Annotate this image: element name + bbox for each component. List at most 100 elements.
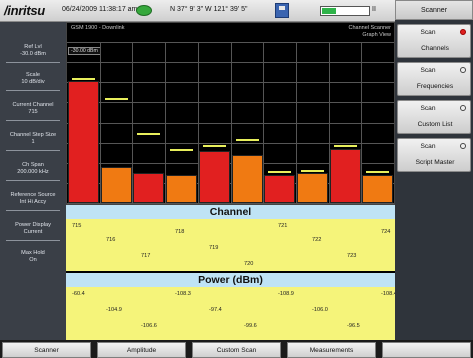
- view-title: Channel Scanner: [348, 25, 391, 31]
- channel-value: 720: [244, 261, 254, 267]
- param-value: On: [29, 257, 37, 263]
- param-label: Channel Step Size: [9, 132, 57, 138]
- brand-logo: /inritsu: [4, 3, 45, 18]
- param-label: Current Channel: [12, 102, 54, 108]
- battery-label: II: [372, 6, 376, 13]
- radio-indicator-icon: [460, 67, 466, 73]
- param-value: 1: [31, 139, 35, 145]
- param-value: 715: [28, 109, 38, 115]
- channel-bar: [101, 167, 132, 203]
- power-table: -60.4 -104.9 -106.6 -108.3 -97.4 -99.6 -108.9 -…: [66, 287, 397, 340]
- param-separator: [6, 120, 60, 121]
- param-value: -30.0 dBm: [20, 51, 46, 57]
- max-hold-marker: [268, 171, 291, 173]
- grid-line: [67, 163, 394, 164]
- param-label: Scale: [26, 72, 40, 78]
- max-hold-marker: [170, 149, 193, 151]
- grid-line: [67, 203, 394, 204]
- max-hold-marker: [334, 145, 357, 147]
- channel-bar: [166, 175, 197, 203]
- param-label: Max Hold: [21, 250, 45, 256]
- softkey-top-label: Scan: [420, 29, 436, 36]
- channel-value: 716: [106, 237, 116, 243]
- channel-bar: [362, 175, 393, 203]
- channel-bar: [68, 81, 99, 203]
- channel-value: 722: [312, 237, 322, 243]
- max-hold-marker: [366, 171, 389, 173]
- channel-bar: [264, 175, 295, 203]
- bottom-menu-button[interactable]: [382, 342, 471, 358]
- softkey-script-master[interactable]: Scan Script Master: [397, 138, 471, 172]
- param-separator: [6, 240, 60, 241]
- channel-bar: [133, 173, 164, 203]
- softkey-bottom-label: Script Master: [415, 159, 455, 166]
- radio-indicator-icon: [460, 105, 466, 111]
- param-separator: [6, 90, 60, 91]
- power-value: -99.6: [244, 323, 257, 329]
- max-hold-marker: [301, 170, 324, 172]
- max-hold-marker: [137, 133, 160, 135]
- bottom-menu-button[interactable]: Measurements: [287, 342, 376, 358]
- param-separator: [6, 150, 60, 151]
- save-icon[interactable]: [275, 3, 289, 18]
- param-separator: [6, 62, 60, 63]
- power-value: -106.6: [141, 323, 157, 329]
- channel-value: 724: [381, 229, 391, 235]
- param-value: 200.000 kHz: [17, 169, 49, 175]
- bottom-menu-button[interactable]: Scanner: [2, 342, 91, 358]
- channel-bar: [297, 173, 328, 203]
- grid-line: [67, 183, 394, 184]
- radio-indicator-icon: [460, 29, 466, 35]
- gps-icon: [136, 5, 152, 16]
- radio-indicator-icon: [460, 143, 466, 149]
- power-value: -104.9: [106, 307, 122, 313]
- channel-value: 719: [209, 245, 219, 251]
- view-subtitle: Graph View: [362, 32, 391, 38]
- param-label: Ref Lvl: [24, 44, 42, 50]
- status-bar: /inritsu 06/24/2009 11:38:17 am N 37° 9'…: [0, 0, 395, 22]
- param-label: Ch Span: [22, 162, 44, 168]
- param-value: 10 dB/div: [21, 79, 45, 85]
- bottom-menu-button[interactable]: Custom Scan: [192, 342, 281, 358]
- battery-icon: [320, 6, 370, 16]
- max-hold-marker: [105, 98, 128, 100]
- power-value: -60.4: [72, 291, 85, 297]
- power-value: -108.9: [278, 291, 294, 297]
- channel-bar: [330, 149, 361, 203]
- gps-coordinates: N 37° 9' 3" W 121° 39' 5": [170, 6, 248, 13]
- param-value: Current: [23, 229, 43, 235]
- power-value: -108.4: [381, 291, 397, 297]
- bottom-menu-button[interactable]: Amplitude: [97, 342, 186, 358]
- power-value: -97.4: [209, 307, 222, 313]
- power-value: -108.3: [175, 291, 191, 297]
- channel-value: 718: [175, 229, 185, 235]
- softkey-bottom-label: Frequencies: [416, 83, 454, 90]
- mode-label: GSM 1900 - Downlink: [71, 25, 125, 31]
- bar-graph: GSM 1900 - Downlink Channel Scanner Grap…: [66, 22, 395, 205]
- max-hold-marker: [72, 78, 95, 80]
- softkey-bottom-label: Channels: [421, 45, 449, 52]
- param-label: Power Display: [15, 222, 51, 228]
- param-value: Int Hi Accy: [19, 199, 47, 205]
- softkey-channels[interactable]: Scan Channels: [397, 24, 471, 58]
- softkey-custom-list[interactable]: Scan Custom List: [397, 100, 471, 134]
- channel-bar: [199, 151, 230, 203]
- channel-table: 715 716 717 718 719 720 721 722 723 724: [66, 219, 395, 271]
- grid-line: [67, 42, 394, 43]
- softkey-frequencies[interactable]: Scan Frequencies: [397, 62, 471, 96]
- channel-value: 723: [347, 253, 357, 259]
- date-time: 06/24/2009 11:38:17 am: [62, 6, 138, 13]
- battery-level: [322, 8, 336, 14]
- channel-header: Channel: [66, 205, 395, 219]
- max-hold-marker: [203, 145, 226, 147]
- softkey-bottom-label: Custom List: [417, 121, 453, 128]
- channel-value: 717: [141, 253, 151, 259]
- parameter-panel: [0, 22, 66, 340]
- grid-line: [67, 82, 394, 83]
- softkey-top-label: Scan: [420, 67, 436, 74]
- power-value: -106.0: [312, 307, 328, 313]
- menu-title: Scanner: [395, 0, 473, 20]
- softkey-top-label: Scan: [420, 143, 436, 150]
- param-separator: [6, 210, 60, 211]
- param-separator: [6, 180, 60, 181]
